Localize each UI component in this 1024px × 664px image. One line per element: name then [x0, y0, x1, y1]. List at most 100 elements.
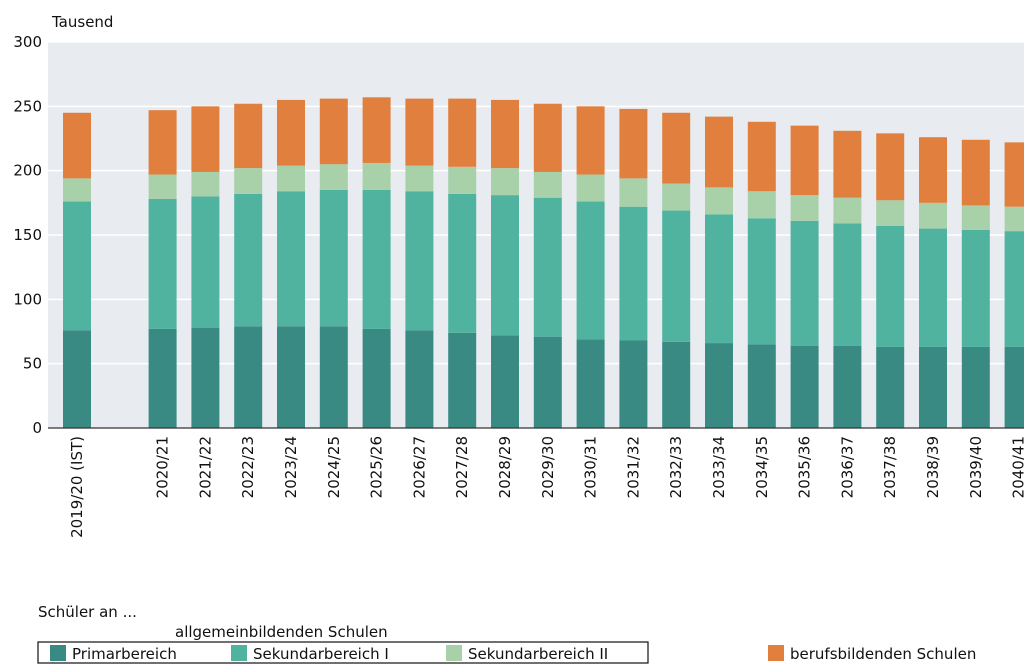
bar-segment [961, 205, 990, 230]
x-tick-label: 2027/28 [453, 436, 471, 498]
x-tick-label: 2028/29 [496, 436, 514, 498]
x-tick-label: 2029/30 [539, 436, 557, 498]
bar-segment [919, 346, 947, 428]
bar-segment [662, 341, 691, 428]
x-tick-label: 2038/39 [924, 436, 942, 498]
bar-segment [277, 99, 305, 166]
x-tick-label: 2022/23 [239, 436, 257, 498]
bar-segment [63, 112, 91, 179]
bar-segment [876, 225, 905, 347]
legend-label: Sekundarbereich II [468, 645, 608, 663]
bar-segment [961, 346, 990, 428]
y-tick-label: 0 [32, 419, 42, 437]
bar-segment [833, 130, 862, 198]
bar-segment [191, 196, 220, 328]
bar-segment [747, 191, 776, 219]
x-tick-label: 2026/27 [410, 436, 428, 498]
bar-segment [234, 193, 263, 327]
bar-segment [662, 112, 691, 184]
bar-segment [919, 202, 947, 229]
x-tick-label: 2037/38 [881, 436, 899, 498]
bar-segment [63, 201, 91, 331]
legend-label: Primarbereich [72, 645, 177, 663]
bar-segment [1004, 142, 1024, 207]
bar-segment [533, 103, 562, 172]
bar-segment [1004, 231, 1024, 347]
bar-segment [362, 162, 391, 190]
bar-segment [790, 195, 819, 221]
bar-segment [362, 97, 391, 163]
x-tick-label: 2021/22 [196, 436, 214, 498]
legend-title: Schüler an ... [38, 603, 137, 621]
bar-segment [148, 328, 177, 428]
bar-segment [491, 168, 519, 196]
x-tick-label: 2023/24 [282, 436, 300, 498]
bar-segment [747, 121, 776, 192]
bar-segment [319, 164, 348, 190]
bar-segment [919, 228, 947, 347]
bar-segment [705, 116, 733, 188]
bar-segment [491, 335, 519, 428]
legend-label: Sekundarbereich I [253, 645, 389, 663]
bar-segment [533, 171, 562, 198]
bar-segment [576, 174, 605, 202]
bar-segment [362, 189, 391, 329]
bar-segment [191, 171, 220, 197]
bar-segment [619, 340, 648, 428]
bar-segment [662, 183, 691, 211]
bar-segment [533, 336, 562, 428]
bar-segment [619, 206, 648, 341]
legend-swatch [50, 645, 66, 661]
x-tick-label: 2036/37 [838, 436, 856, 498]
bar-segment [790, 220, 819, 346]
bar-segment [405, 330, 434, 428]
bar-segment [448, 332, 477, 428]
legend-label: berufsbildenden Schulen [790, 645, 976, 663]
x-tick-label: 2025/26 [368, 436, 386, 498]
bar-segment [833, 223, 862, 346]
bar-segment [1004, 346, 1024, 428]
bar-segment [319, 189, 348, 327]
bar-segment [833, 197, 862, 224]
bar-segment [234, 326, 263, 428]
legend-swatch [768, 645, 784, 661]
bar-segment [405, 165, 434, 192]
bar-segment [405, 98, 434, 166]
bar-segment [533, 197, 562, 337]
bar-segment [876, 200, 905, 226]
bar-segment [234, 168, 263, 194]
bar-segment [148, 174, 177, 199]
y-tick-label: 200 [13, 162, 42, 180]
bar-segment [876, 133, 905, 201]
bar-segment [491, 195, 519, 336]
bar-segment [576, 106, 605, 175]
bar-segment [961, 229, 990, 347]
x-tick-label: 2033/34 [710, 436, 728, 498]
x-tick-label: 2031/32 [624, 436, 642, 498]
bar-segment [362, 328, 391, 428]
x-tick-label: 2020/21 [154, 436, 172, 498]
bar-segment [833, 345, 862, 428]
bar-segment [576, 339, 605, 428]
bar-segment [790, 125, 819, 196]
legend-swatch [231, 645, 247, 661]
bar-segment [576, 201, 605, 340]
bar-segment [790, 345, 819, 428]
legend-swatch [446, 645, 462, 661]
x-tick-label: 2040/41 [1010, 436, 1024, 498]
y-tick-label: 100 [13, 290, 42, 308]
bar-segment [747, 218, 776, 345]
bar-segment [234, 103, 263, 169]
bar-segment [876, 346, 905, 428]
x-tick-label: 2034/35 [753, 436, 771, 498]
bar-segment [448, 98, 477, 167]
bar-segment [277, 165, 305, 192]
legend-group: allgemeinbildenden Schulen [175, 623, 388, 641]
bar-segment [319, 98, 348, 165]
bar-segment [448, 166, 477, 194]
x-tick-label: 2019/20 (IST) [68, 436, 86, 538]
bar-segment [277, 326, 305, 428]
bar-segment [619, 108, 648, 179]
bar-segment [191, 106, 220, 172]
